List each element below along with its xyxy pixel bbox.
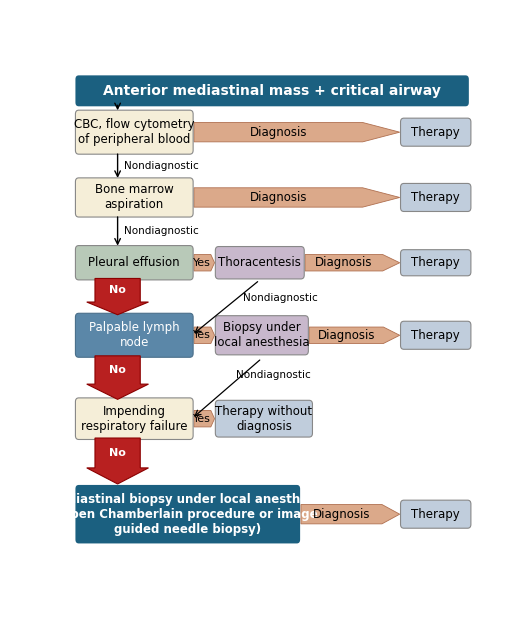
- Text: Diagnosis: Diagnosis: [250, 126, 307, 139]
- Polygon shape: [194, 327, 215, 344]
- Text: Nondiagnostic: Nondiagnostic: [243, 293, 318, 303]
- Text: Diagnosis: Diagnosis: [315, 256, 373, 269]
- Text: Nondiagnostic: Nondiagnostic: [124, 161, 199, 171]
- FancyBboxPatch shape: [216, 400, 312, 437]
- Text: Nondiagnostic: Nondiagnostic: [124, 226, 199, 236]
- Polygon shape: [87, 438, 149, 484]
- Text: Thoracentesis: Thoracentesis: [218, 256, 301, 269]
- Polygon shape: [87, 278, 149, 315]
- Text: Mediastinal biopsy under local anesthesia
(open Chamberlain procedure or image
g: Mediastinal biopsy under local anesthesi…: [48, 493, 328, 536]
- FancyBboxPatch shape: [75, 485, 300, 543]
- FancyBboxPatch shape: [400, 322, 471, 349]
- Text: Yes: Yes: [193, 257, 211, 268]
- FancyBboxPatch shape: [75, 398, 193, 440]
- FancyBboxPatch shape: [75, 313, 193, 357]
- Text: No: No: [109, 448, 126, 458]
- Text: Pleural effusion: Pleural effusion: [89, 256, 180, 269]
- FancyBboxPatch shape: [400, 250, 471, 276]
- FancyBboxPatch shape: [400, 183, 471, 212]
- Text: No: No: [109, 365, 126, 375]
- FancyBboxPatch shape: [400, 118, 471, 146]
- Polygon shape: [305, 254, 400, 271]
- FancyBboxPatch shape: [75, 246, 193, 280]
- FancyBboxPatch shape: [216, 316, 309, 355]
- Polygon shape: [194, 122, 400, 142]
- FancyBboxPatch shape: [216, 247, 304, 279]
- FancyBboxPatch shape: [400, 500, 471, 528]
- Text: Therapy: Therapy: [412, 126, 460, 139]
- Text: Biopsy under
local anesthesia: Biopsy under local anesthesia: [214, 322, 310, 349]
- Text: Therapy: Therapy: [412, 256, 460, 269]
- Polygon shape: [87, 356, 149, 399]
- Text: Bone marrow
aspiration: Bone marrow aspiration: [95, 183, 174, 212]
- Text: Diagnosis: Diagnosis: [250, 191, 307, 204]
- Text: Therapy: Therapy: [412, 191, 460, 204]
- FancyBboxPatch shape: [75, 178, 193, 217]
- Text: Impending
respiratory failure: Impending respiratory failure: [81, 404, 187, 433]
- Polygon shape: [301, 504, 400, 524]
- Polygon shape: [194, 254, 215, 271]
- Text: Yes: Yes: [193, 330, 211, 340]
- Text: No: No: [109, 285, 126, 295]
- FancyBboxPatch shape: [75, 75, 469, 106]
- Polygon shape: [309, 327, 400, 344]
- Text: Palpable lymph
node: Palpable lymph node: [89, 322, 179, 349]
- Text: Yes: Yes: [193, 414, 211, 424]
- FancyBboxPatch shape: [75, 110, 193, 154]
- Polygon shape: [194, 411, 215, 427]
- Text: Nondiagnostic: Nondiagnostic: [236, 370, 311, 380]
- Text: Diagnosis: Diagnosis: [313, 507, 370, 521]
- Text: Anterior mediastinal mass + critical airway: Anterior mediastinal mass + critical air…: [103, 84, 441, 98]
- Text: Therapy without
diagnosis: Therapy without diagnosis: [216, 404, 312, 433]
- Text: Therapy: Therapy: [412, 329, 460, 342]
- Text: Therapy: Therapy: [412, 507, 460, 521]
- Polygon shape: [194, 188, 400, 207]
- Text: CBC, flow cytometry
of peripheral blood: CBC, flow cytometry of peripheral blood: [74, 118, 194, 146]
- Text: Diagnosis: Diagnosis: [318, 329, 375, 342]
